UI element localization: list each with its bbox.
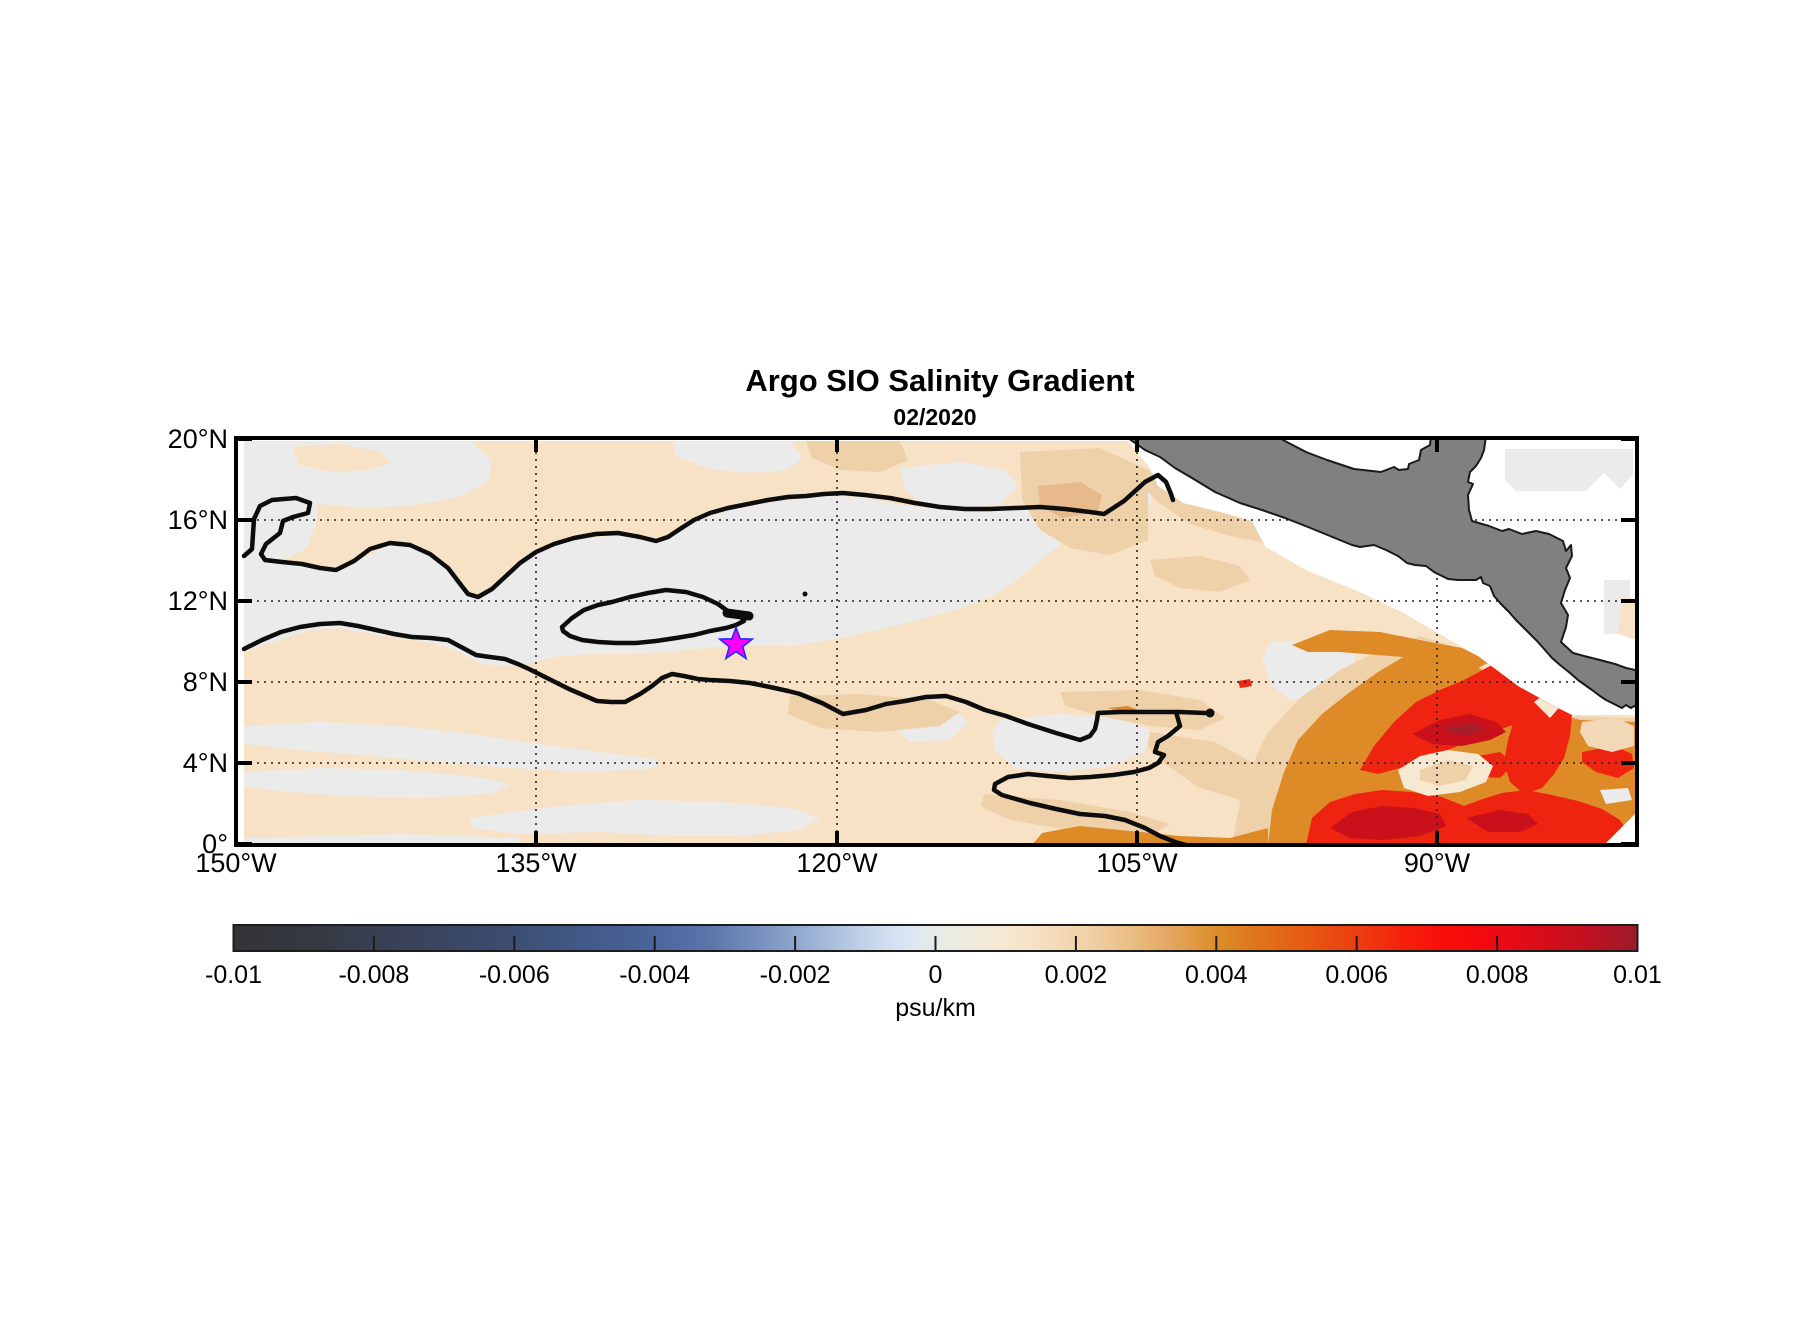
svg-text:4°N: 4°N xyxy=(183,748,228,778)
svg-text:0.01: 0.01 xyxy=(1613,961,1662,989)
svg-text:135°W: 135°W xyxy=(495,848,577,878)
svg-text:8°N: 8°N xyxy=(183,667,228,697)
svg-text:Argo SIO Salinity Gradient: Argo SIO Salinity Gradient xyxy=(745,363,1134,398)
svg-text:0.004: 0.004 xyxy=(1185,961,1248,989)
svg-text:12°N: 12°N xyxy=(168,586,228,616)
svg-text:-0.002: -0.002 xyxy=(760,961,831,989)
svg-text:90°W: 90°W xyxy=(1404,848,1471,878)
svg-text:120°W: 120°W xyxy=(796,848,878,878)
svg-text:0.002: 0.002 xyxy=(1045,961,1108,989)
svg-text:20°N: 20°N xyxy=(168,424,228,454)
svg-text:-0.008: -0.008 xyxy=(338,961,409,989)
svg-text:0: 0 xyxy=(929,961,943,989)
svg-text:0.006: 0.006 xyxy=(1325,961,1388,989)
svg-text:02/2020: 02/2020 xyxy=(893,404,976,430)
svg-text:0.008: 0.008 xyxy=(1466,961,1529,989)
svg-text:105°W: 105°W xyxy=(1096,848,1178,878)
svg-text:-0.01: -0.01 xyxy=(205,961,262,989)
svg-text:-0.004: -0.004 xyxy=(619,961,690,989)
svg-text:-0.006: -0.006 xyxy=(479,961,550,989)
svg-text:psu/km: psu/km xyxy=(895,994,976,1022)
svg-text:0°: 0° xyxy=(202,829,228,859)
svg-text:150°W: 150°W xyxy=(195,848,277,878)
svg-text:16°N: 16°N xyxy=(168,505,228,535)
